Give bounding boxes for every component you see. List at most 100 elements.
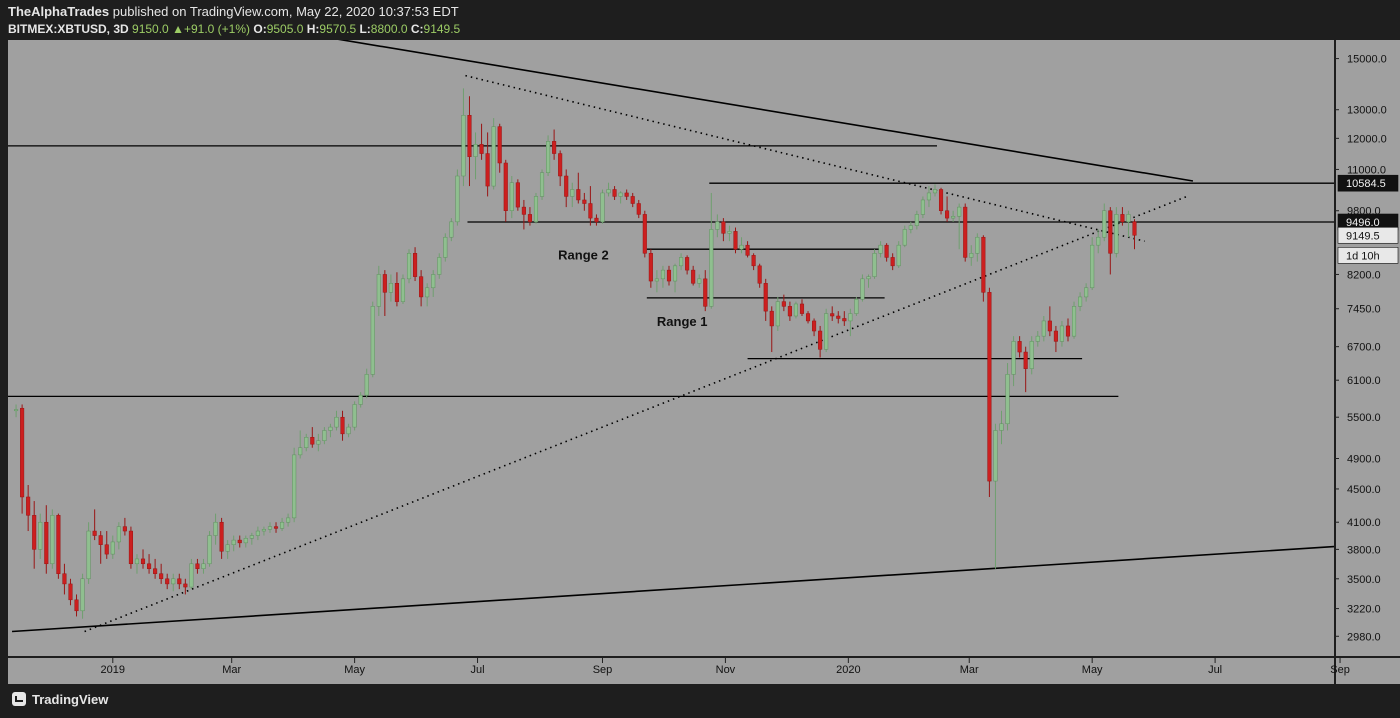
candle-down <box>721 221 726 234</box>
price-tag-label: 9149.5 <box>1346 230 1380 242</box>
candle-down <box>938 189 944 211</box>
candle-down <box>757 265 762 284</box>
price-tag-label: 1d 10h <box>1346 250 1380 262</box>
candle-up <box>455 175 460 223</box>
open-value: 9505.0 <box>266 22 304 36</box>
price-chart[interactable]: Range 2 Range 1 15000.0 13000.0 12000.0 1100… <box>0 40 1400 684</box>
candle-up <box>86 530 91 580</box>
candle-up <box>715 221 720 230</box>
price-tick-label: 4100.0 <box>1347 517 1381 529</box>
candle-down <box>32 515 37 550</box>
candle-down <box>818 330 823 350</box>
candle-up <box>255 530 260 536</box>
price-tick-label: 3800.0 <box>1347 544 1381 556</box>
time-tick-label: Sep <box>593 664 613 676</box>
time-tick-label: May <box>1082 664 1103 676</box>
close-value: 9149.5 <box>423 22 461 36</box>
candle-down <box>104 544 109 555</box>
candle-up <box>679 257 684 267</box>
price-tick-label: 3500.0 <box>1347 574 1381 586</box>
price-tick-label: 7450.0 <box>1347 304 1381 316</box>
candle-down <box>1047 320 1052 332</box>
candle-up <box>298 447 303 456</box>
chart-header: TheAlphaTrades published on TradingView.… <box>0 0 1400 40</box>
candle-up <box>660 269 665 280</box>
change-arrow-icon: ▲ <box>172 22 184 36</box>
high-value: 9570.5 <box>319 22 357 36</box>
candle-down <box>769 310 774 327</box>
candle-down <box>62 573 67 585</box>
price-tick-label: 6100.0 <box>1347 375 1381 387</box>
publisher-name[interactable]: TheAlphaTrades <box>8 4 110 19</box>
candle-up <box>334 416 339 428</box>
price-tick-label: 4900.0 <box>1347 454 1381 466</box>
candle-down <box>310 437 315 445</box>
candle-up <box>346 426 351 435</box>
time-tick-label: Jul <box>1208 664 1222 676</box>
candle-down <box>594 217 599 223</box>
candle-up <box>213 521 218 536</box>
candle-down <box>183 583 188 588</box>
candle-down <box>582 199 587 204</box>
candle-down <box>419 276 424 298</box>
candle-down <box>576 189 581 201</box>
candle-up <box>431 274 436 289</box>
candle-down <box>273 526 279 529</box>
candle-up <box>951 215 956 219</box>
last-price: 9150.0 <box>132 22 169 36</box>
current-price-tag <box>1337 247 1399 264</box>
candle-up <box>322 430 327 441</box>
candle-up <box>243 538 248 544</box>
level-price-tag <box>1337 174 1399 192</box>
candle-down <box>485 153 490 187</box>
price-tick-label: 5500.0 <box>1347 412 1381 424</box>
candle-up <box>249 535 254 539</box>
price-change: +91.0 (+1%) <box>183 22 251 36</box>
candle-up <box>316 440 321 445</box>
candle-up <box>860 278 865 300</box>
candle-up <box>775 301 780 327</box>
candle-down <box>219 521 224 552</box>
candle-down <box>527 214 532 223</box>
candle-up <box>370 306 375 375</box>
candle-down <box>340 416 345 435</box>
candle-up <box>1090 244 1095 289</box>
tradingview-brand[interactable]: TradingView <box>12 692 108 707</box>
time-axis[interactable] <box>8 658 1334 684</box>
candle-up <box>793 303 798 317</box>
candle-down <box>751 255 756 267</box>
time-tick-label: Nov <box>716 664 736 676</box>
candle-down <box>787 306 792 317</box>
candle-up <box>461 115 466 177</box>
candle-down <box>515 182 520 208</box>
open-label: O: <box>253 22 267 36</box>
candle-up <box>908 225 913 230</box>
symbol-label: BITMEX:XBTUSD, 3D <box>8 22 129 36</box>
candle-up <box>304 437 309 448</box>
axis-corner <box>1336 658 1400 684</box>
candle-down <box>685 257 690 271</box>
candle-up <box>38 521 43 550</box>
time-tick-label: Jul <box>471 664 485 676</box>
price-axis[interactable] <box>1336 40 1400 656</box>
candle-down <box>799 303 805 314</box>
candle-up <box>896 244 901 267</box>
price-tick-label: 4500.0 <box>1347 484 1381 496</box>
candle-up <box>878 244 883 254</box>
candle-down <box>521 206 526 215</box>
candle-down <box>1065 325 1071 337</box>
candle-down <box>642 214 647 254</box>
candle-up <box>443 236 448 258</box>
candle-up <box>437 257 442 275</box>
candle-up <box>1078 296 1083 307</box>
published-text: published on TradingView.com, May 22, 20… <box>109 4 459 19</box>
time-tick-label: 2020 <box>836 664 860 676</box>
plot-area[interactable] <box>8 40 1334 656</box>
candle-down <box>612 189 617 197</box>
candle-down <box>781 301 786 307</box>
candle-down <box>92 530 97 536</box>
candle-down <box>237 539 242 544</box>
candle-down <box>467 115 472 157</box>
candle-down <box>890 257 895 267</box>
candle-up <box>80 578 85 612</box>
